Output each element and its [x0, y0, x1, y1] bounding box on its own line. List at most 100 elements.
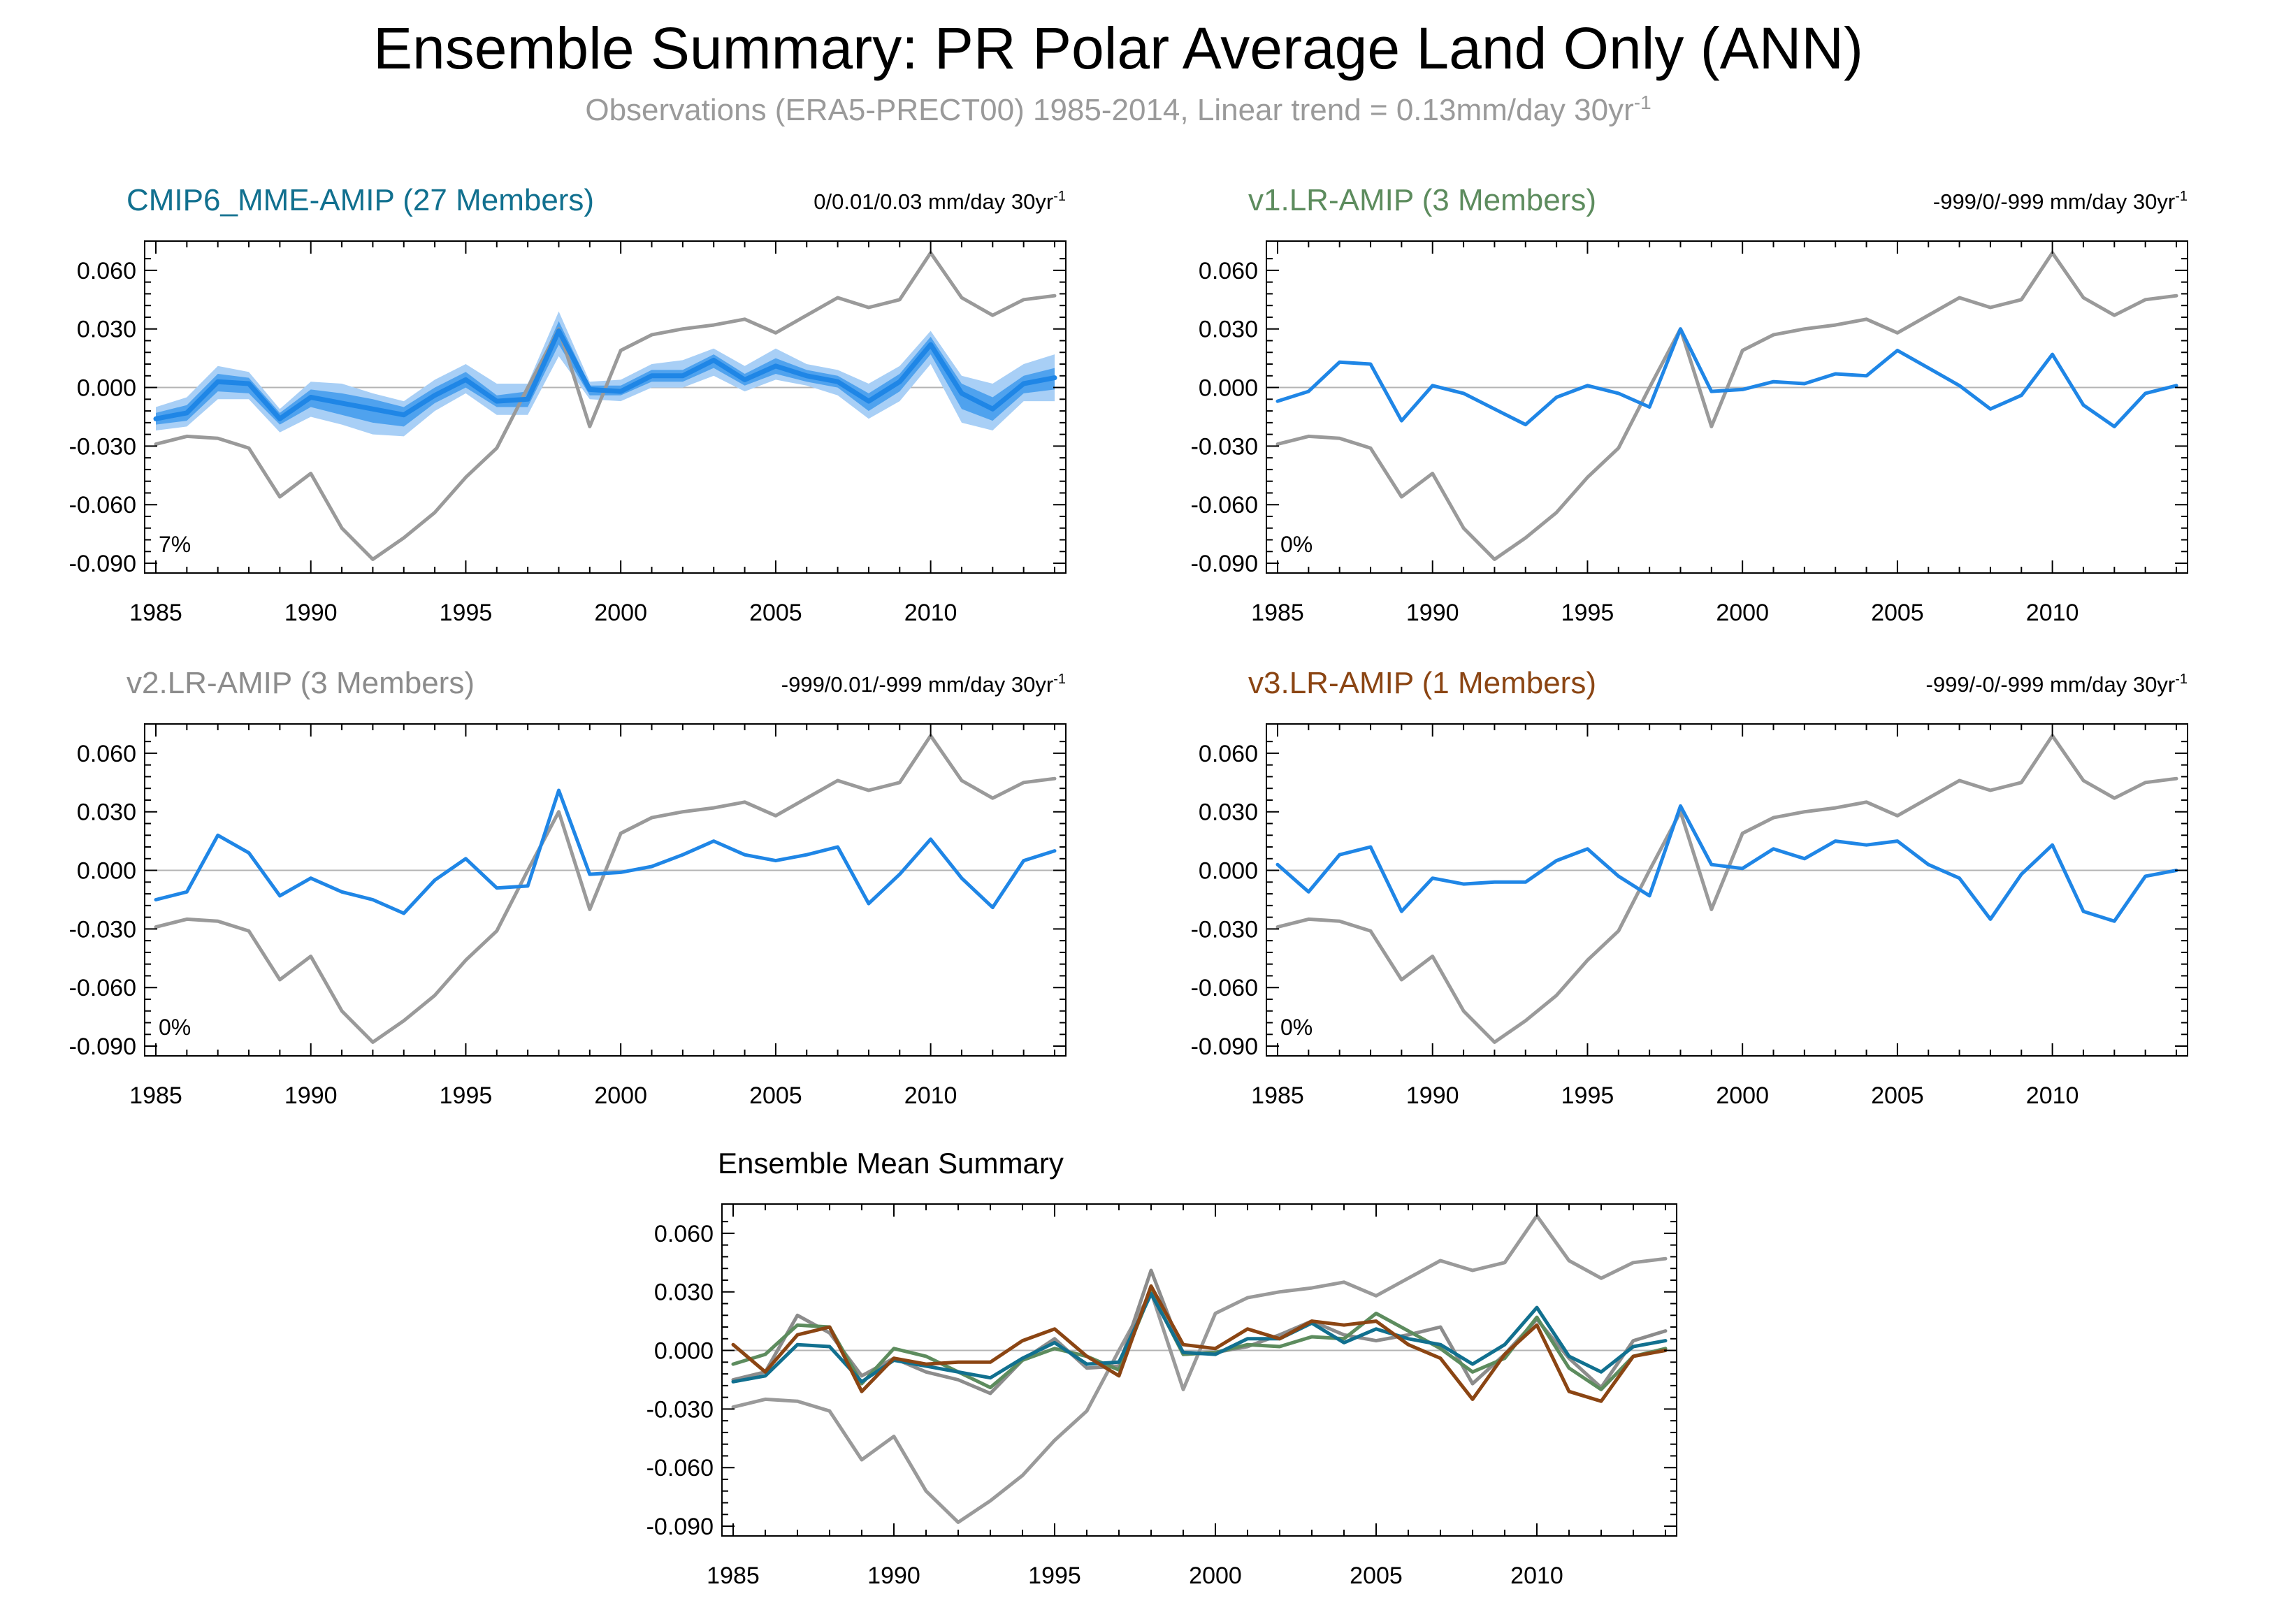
- y-tick-label-v2: 0.060: [77, 741, 136, 767]
- series-line-v2-lr-amip-v2: [154, 788, 1057, 915]
- x-tick-label-v1: 2005: [1871, 600, 1924, 626]
- observations-line-v1: [1275, 251, 2178, 561]
- trend-sup-v2: -1: [1053, 672, 1066, 687]
- x-tick-label-v2: 2005: [749, 1082, 802, 1109]
- trend-sup-v3: -1: [2175, 672, 2188, 687]
- figure-title: Ensemble Summary: PR Polar Average Land …: [373, 15, 1863, 81]
- trend-label-v2: -999/0.01/-999 mm/day 30yr-1: [781, 672, 1066, 697]
- figure-subtitle-sup: -1: [1634, 92, 1651, 113]
- plot-frame-v3: [1266, 723, 2188, 1057]
- y-tick-label-v2: 0.000: [77, 858, 136, 885]
- chart-panel-mme: CMIP6_MME-AMIP (27 Members) 0/0.01/0.03 m…: [69, 183, 1067, 626]
- y-tick-label-mme: 0.060: [77, 258, 136, 284]
- series-line-cmip6-mme-amip-mme: [153, 328, 1057, 421]
- x-tick-label-mme: 2005: [749, 600, 802, 626]
- trend-text-v3: -999/-0/-999 mm/day 30yr: [1926, 672, 2176, 697]
- chart-title-v3: v3.LR-AMIP (1 Members): [1248, 666, 1596, 700]
- trend-sup-v1: -1: [2175, 189, 2188, 204]
- y-tick-label-v2: -0.090: [69, 1034, 136, 1060]
- x-tick-label-v3: 2000: [1716, 1082, 1769, 1109]
- trend-label-v1: -999/0/-999 mm/day 30yr-1: [1933, 189, 2188, 214]
- y-tick-label-v3: 0.030: [1199, 799, 1258, 826]
- x-tick-label-v1: 1985: [1251, 600, 1304, 626]
- chart-panel-v2: v2.LR-AMIP (3 Members) -999/0.01/-999 mm/…: [69, 666, 1067, 1109]
- chart-title-v2: v2.LR-AMIP (3 Members): [127, 666, 475, 700]
- chart-title-v1: v1.LR-AMIP (3 Members): [1248, 183, 1596, 217]
- plot-frame-mme: [144, 240, 1067, 574]
- trend-sup-mme: -1: [1053, 189, 1066, 204]
- percent-annotation-v2: 0%: [159, 1015, 191, 1040]
- chart-panel-v1: v1.LR-AMIP (3 Members) -999/0/-999 mm/day…: [1191, 183, 2188, 626]
- percent-annotation-mme: 7%: [159, 532, 191, 557]
- x-tick-label-v2: 2000: [594, 1082, 647, 1109]
- plot-area-summary: [722, 1214, 1677, 1524]
- plot-frame-summary: [721, 1203, 1677, 1537]
- y-tick-label-v3: -0.090: [1191, 1034, 1258, 1060]
- y-tick-label-mme: -0.090: [69, 551, 136, 577]
- observations-line-v3: [1275, 734, 2178, 1044]
- x-tick-label-v2: 1990: [284, 1082, 338, 1109]
- x-tick-label-v2: 1995: [440, 1082, 493, 1109]
- series-line-v1-lr-amip-v1: [1275, 327, 2178, 428]
- plot-area-mme: [145, 251, 1066, 561]
- x-tick-label-v1: 1990: [1406, 600, 1459, 626]
- chart-title-summary: Ensemble Mean Summary: [718, 1147, 1064, 1180]
- chart-panel-summary: Ensemble Mean Summary 0.060 0.030 0.000 -0.0…: [646, 1147, 1677, 1589]
- trend-text-mme: 0/0.01/0.03 mm/day 30yr: [814, 189, 1053, 214]
- y-tick-label-summary: 0.030: [654, 1279, 714, 1306]
- x-tick-label-v3: 1985: [1251, 1082, 1304, 1109]
- y-tick-label-summary: -0.060: [646, 1455, 714, 1481]
- x-tick-label-summary: 1995: [1028, 1563, 1081, 1589]
- figure-subtitle-text: Observations (ERA5-PRECT00) 1985-2014, L…: [585, 93, 1633, 127]
- x-tick-label-summary: 2000: [1189, 1563, 1242, 1589]
- plot-area-v1: [1266, 251, 2188, 561]
- y-tick-label-mme: -0.030: [69, 433, 136, 460]
- y-tick-label-v1: 0.060: [1199, 258, 1258, 284]
- x-tick-label-v2: 2010: [904, 1082, 957, 1109]
- y-tick-label-v2: -0.030: [69, 916, 136, 943]
- x-tick-label-v3: 1995: [1561, 1082, 1614, 1109]
- chart-title-mme: CMIP6_MME-AMIP (27 Members): [127, 183, 594, 217]
- y-tick-label-v3: -0.030: [1191, 916, 1258, 943]
- y-tick-label-v1: -0.060: [1191, 492, 1258, 519]
- x-tick-label-v2: 1985: [129, 1082, 182, 1109]
- y-tick-label-v2: -0.060: [69, 975, 136, 1001]
- y-tick-label-v1: -0.090: [1191, 551, 1258, 577]
- plot-area-v2: [145, 734, 1066, 1044]
- x-tick-label-v3: 2010: [2026, 1082, 2079, 1109]
- x-tick-label-mme: 1990: [284, 600, 338, 626]
- y-tick-label-summary: -0.030: [646, 1396, 714, 1423]
- y-tick-label-v1: 0.030: [1199, 317, 1258, 343]
- percent-annotation-v1: 0%: [1280, 532, 1313, 557]
- y-tick-label-v1: -0.030: [1191, 433, 1258, 460]
- chart-panel-v3: v3.LR-AMIP (1 Members) -999/-0/-999 mm/da…: [1191, 666, 2188, 1109]
- x-tick-label-mme: 1985: [129, 600, 182, 626]
- y-tick-label-v3: 0.000: [1199, 858, 1258, 885]
- x-tick-label-mme: 2010: [904, 600, 957, 626]
- x-tick-label-summary: 1990: [867, 1563, 920, 1589]
- percent-annotation-v3: 0%: [1280, 1015, 1313, 1040]
- x-tick-label-v3: 2005: [1871, 1082, 1924, 1109]
- trend-label-v3: -999/-0/-999 mm/day 30yr-1: [1926, 672, 2188, 697]
- observations-line-v2: [154, 734, 1057, 1044]
- y-tick-label-mme: 0.000: [77, 375, 136, 402]
- y-tick-label-summary: 0.060: [654, 1221, 714, 1247]
- trend-text-v2: -999/0.01/-999 mm/day 30yr: [781, 672, 1053, 697]
- x-tick-label-summary: 2010: [1510, 1563, 1563, 1589]
- y-tick-label-v3: 0.060: [1199, 741, 1258, 767]
- x-tick-label-v1: 2000: [1716, 600, 1769, 626]
- x-tick-label-mme: 2000: [594, 600, 647, 626]
- figure-subtitle: Observations (ERA5-PRECT00) 1985-2014, L…: [585, 92, 1651, 127]
- trend-label-mme: 0/0.01/0.03 mm/day 30yr-1: [814, 189, 1066, 214]
- trend-text-v1: -999/0/-999 mm/day 30yr: [1933, 189, 2175, 214]
- plot-frame-v2: [144, 723, 1067, 1057]
- y-tick-label-v2: 0.030: [77, 799, 136, 826]
- plot-area-v3: [1266, 734, 2188, 1044]
- x-tick-label-summary: 2005: [1350, 1563, 1403, 1589]
- y-tick-label-summary: 0.000: [654, 1338, 714, 1365]
- x-tick-label-v1: 1995: [1561, 600, 1614, 626]
- series-line-v3-lr-amip-v3: [1275, 804, 2178, 923]
- panels: CMIP6_MME-AMIP (27 Members) 0/0.01/0.03 m…: [69, 183, 2188, 1589]
- y-tick-label-mme: -0.060: [69, 492, 136, 519]
